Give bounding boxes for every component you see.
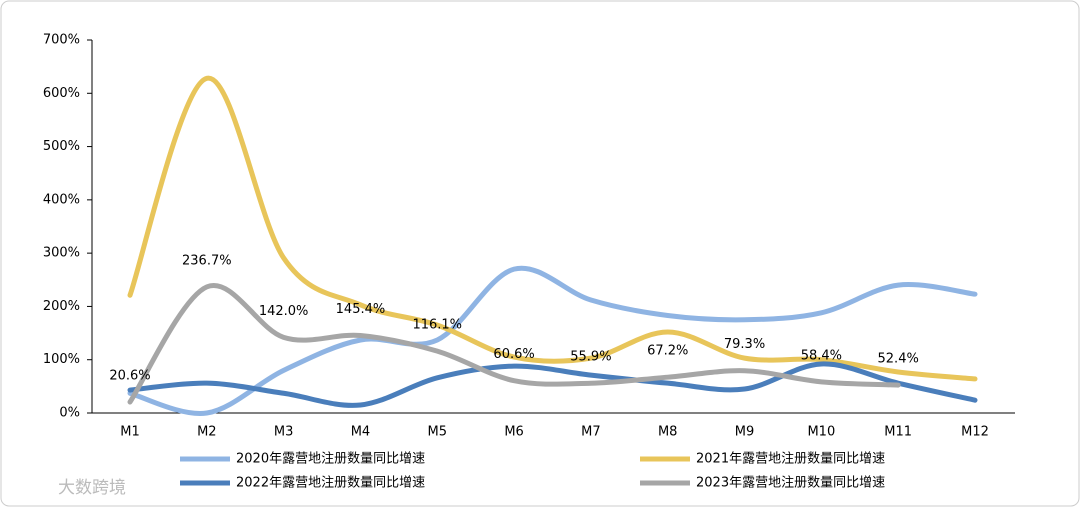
watermark: 大数跨境	[58, 478, 126, 498]
data-label: 142.0%	[259, 304, 309, 319]
data-label: 55.9%	[570, 350, 611, 365]
x-tick-label: M3	[274, 425, 294, 440]
data-label: 79.3%	[724, 337, 765, 352]
x-tick-label: M4	[351, 425, 371, 440]
x-tick-label: M11	[884, 425, 912, 440]
legend-label: 2022年露营地注册数量同比增速	[236, 476, 425, 491]
y-tick-label: 100%	[43, 352, 80, 367]
data-label: 236.7%	[182, 253, 232, 268]
data-label: 116.1%	[412, 318, 462, 333]
y-tick-label: 700%	[43, 33, 80, 48]
legend-label: 2021年露营地注册数量同比增速	[696, 452, 885, 467]
y-tick-label: 500%	[43, 139, 80, 154]
series-line	[127, 282, 901, 405]
x-tick-label: M2	[197, 425, 217, 440]
y-tick-label: 0%	[59, 406, 80, 421]
data-label: 52.4%	[878, 352, 919, 367]
x-tick-label: M10	[807, 425, 835, 440]
y-tick-label: 400%	[43, 192, 80, 207]
series-line	[127, 75, 978, 382]
legend-label: 2023年露营地注册数量同比增速	[696, 476, 885, 491]
series-line	[127, 361, 978, 408]
x-tick-label: M9	[735, 425, 755, 440]
series-line	[127, 265, 978, 416]
data-label: 60.6%	[493, 347, 534, 362]
y-tick-label: 200%	[43, 299, 80, 314]
x-tick-label: M5	[428, 425, 448, 440]
x-tick-label: M8	[658, 425, 678, 440]
legend-label: 2020年露营地注册数量同比增速	[236, 452, 425, 467]
y-tick-label: 300%	[43, 246, 80, 261]
x-tick-label: M6	[504, 425, 524, 440]
data-label: 67.2%	[647, 344, 688, 359]
x-tick-label: M1	[120, 425, 140, 440]
y-tick-label: 600%	[43, 86, 80, 101]
x-tick-label: M7	[581, 425, 601, 440]
data-label: 58.4%	[801, 348, 842, 363]
data-label: 20.6%	[109, 369, 150, 384]
data-label: 145.4%	[336, 302, 386, 317]
x-tick-label: M12	[961, 425, 989, 440]
